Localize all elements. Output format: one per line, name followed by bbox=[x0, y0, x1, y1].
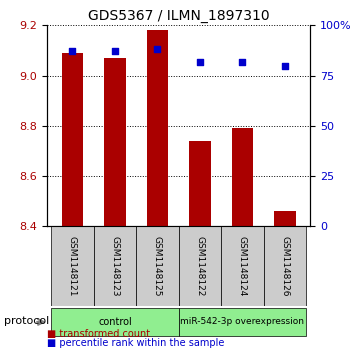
Bar bbox=[189, 141, 210, 226]
FancyBboxPatch shape bbox=[264, 226, 306, 306]
Text: GSM1148121: GSM1148121 bbox=[68, 236, 77, 297]
Text: GSM1148124: GSM1148124 bbox=[238, 236, 247, 297]
Title: GDS5367 / ILMN_1897310: GDS5367 / ILMN_1897310 bbox=[88, 9, 270, 23]
Bar bbox=[274, 211, 296, 226]
Point bbox=[197, 59, 203, 65]
Text: ■ transformed count: ■ transformed count bbox=[47, 329, 150, 339]
Text: GSM1148126: GSM1148126 bbox=[280, 236, 290, 297]
Bar bbox=[147, 30, 168, 226]
Text: GSM1148125: GSM1148125 bbox=[153, 236, 162, 297]
Point bbox=[282, 63, 288, 69]
Bar bbox=[232, 128, 253, 226]
Point bbox=[112, 49, 118, 54]
Bar bbox=[104, 58, 126, 226]
Text: miR-542-3p overexpression: miR-542-3p overexpression bbox=[180, 318, 304, 326]
FancyBboxPatch shape bbox=[221, 226, 264, 306]
Bar bbox=[62, 53, 83, 226]
FancyBboxPatch shape bbox=[179, 226, 221, 306]
FancyBboxPatch shape bbox=[179, 308, 306, 336]
FancyBboxPatch shape bbox=[94, 226, 136, 306]
Text: GSM1148122: GSM1148122 bbox=[195, 236, 204, 297]
Text: GSM1148123: GSM1148123 bbox=[110, 236, 119, 297]
Point bbox=[70, 49, 75, 54]
FancyBboxPatch shape bbox=[51, 308, 179, 336]
Text: control: control bbox=[98, 317, 132, 327]
Text: ■ percentile rank within the sample: ■ percentile rank within the sample bbox=[47, 338, 224, 348]
Point bbox=[155, 46, 160, 52]
FancyBboxPatch shape bbox=[136, 226, 179, 306]
Text: protocol: protocol bbox=[4, 316, 49, 326]
Point bbox=[240, 59, 245, 65]
FancyBboxPatch shape bbox=[51, 226, 94, 306]
